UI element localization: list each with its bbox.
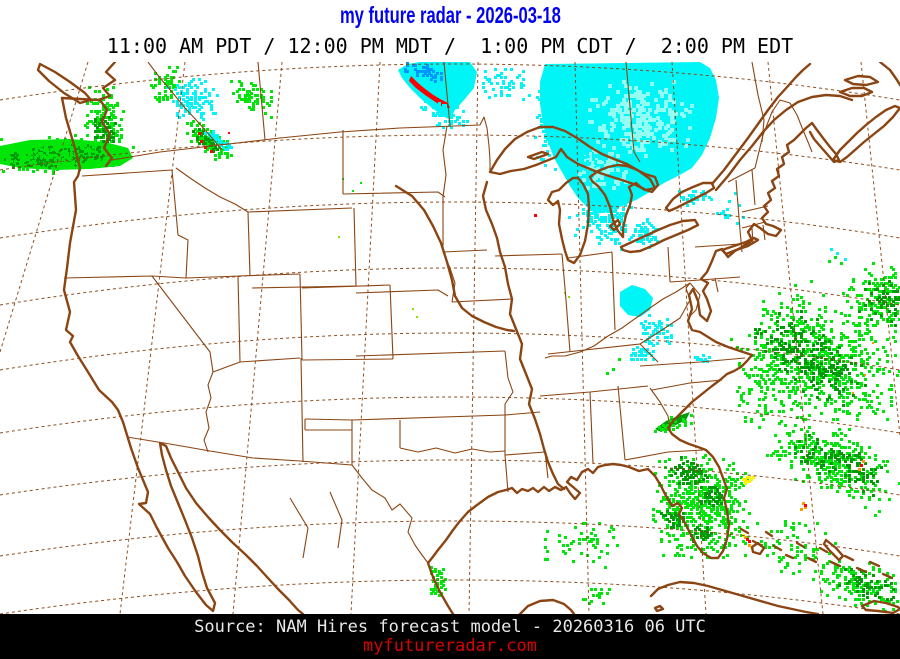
website-link[interactable]: myfutureradar.com [363, 636, 537, 656]
coastlines [36, 62, 900, 614]
source-label: Source: NAM Hires forecast model - 20260… [194, 617, 706, 637]
forecast-time-line: 11:00 AM PDT / 12:00 PM MDT / 1:00 PM CD… [106, 34, 794, 58]
precip-sask-red-arc [409, 76, 450, 108]
footer-bar: Source: NAM Hires forecast model - 20260… [0, 614, 900, 659]
radar-map-canvas [0, 62, 900, 614]
precipitation-layer [0, 62, 900, 613]
state-borders [63, 62, 813, 564]
graticule-grid [0, 62, 900, 614]
precip-sask-blob [398, 62, 477, 120]
great-lakes [488, 125, 716, 265]
rivers [394, 180, 566, 491]
page-title: my future radar - 2026-03-18 [339, 2, 561, 28]
precip-ky-cyan [620, 285, 653, 317]
header: my future radar - 2026-03-18 11:00 AM PD… [0, 0, 900, 62]
radar-map [0, 62, 900, 614]
